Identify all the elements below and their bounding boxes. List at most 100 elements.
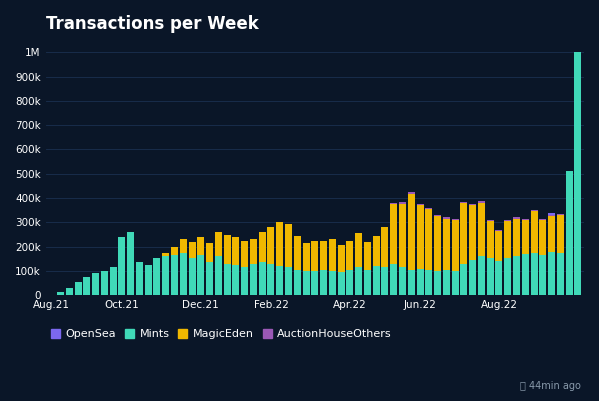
Bar <box>189 257 195 295</box>
Bar <box>548 213 555 215</box>
Bar <box>171 255 178 295</box>
Bar <box>434 215 441 216</box>
Bar <box>408 194 415 270</box>
Bar <box>495 231 503 261</box>
Text: Transactions per Week: Transactions per Week <box>46 15 258 33</box>
Bar <box>531 210 537 211</box>
Bar <box>434 271 441 295</box>
Bar <box>399 204 406 267</box>
Bar <box>461 203 467 264</box>
Bar <box>294 236 301 270</box>
Bar <box>197 237 204 255</box>
Bar <box>539 219 546 220</box>
Bar <box>513 217 520 219</box>
Bar <box>373 266 380 295</box>
Bar <box>145 265 152 295</box>
Bar <box>461 202 467 203</box>
Bar <box>136 262 143 295</box>
Bar <box>259 262 266 295</box>
Bar <box>119 237 125 295</box>
Bar <box>399 267 406 295</box>
Bar <box>469 204 476 205</box>
Bar <box>49 294 55 295</box>
Bar <box>382 267 389 295</box>
Bar <box>302 243 310 271</box>
Bar <box>241 241 248 267</box>
Bar <box>320 270 327 295</box>
Text: ⌛ 44min ago: ⌛ 44min ago <box>520 381 581 391</box>
Bar <box>364 270 371 295</box>
Bar <box>461 264 467 295</box>
Bar <box>522 254 529 295</box>
Bar <box>434 216 441 271</box>
Bar <box>197 255 204 295</box>
Bar <box>495 261 503 295</box>
Bar <box>425 208 432 209</box>
Bar <box>469 205 476 260</box>
Bar <box>338 272 344 295</box>
Bar <box>390 204 397 264</box>
Bar <box>495 230 503 231</box>
Bar <box>478 203 485 256</box>
Bar <box>110 267 117 295</box>
Bar <box>329 271 336 295</box>
Bar <box>443 270 450 295</box>
Bar <box>101 271 108 295</box>
Bar <box>452 220 459 271</box>
Bar <box>416 205 423 269</box>
Bar <box>180 253 187 295</box>
Bar <box>206 262 213 295</box>
Legend: OpenSea, Mints, MagicEden, AuctionHouseOthers: OpenSea, Mints, MagicEden, AuctionHouseO… <box>51 329 392 340</box>
Bar <box>127 232 134 295</box>
Bar <box>329 239 336 271</box>
Bar <box>557 215 564 253</box>
Bar <box>574 52 582 295</box>
Bar <box>486 221 494 257</box>
Bar <box>66 288 73 295</box>
Bar <box>557 253 564 295</box>
Bar <box>373 236 380 266</box>
Bar <box>285 267 292 295</box>
Bar <box>355 267 362 295</box>
Bar <box>320 241 327 270</box>
Bar <box>162 256 170 295</box>
Bar <box>522 219 529 220</box>
Bar <box>241 267 248 295</box>
Bar <box>189 242 195 257</box>
Bar <box>539 220 546 255</box>
Bar <box>92 273 99 295</box>
Bar <box>311 271 318 295</box>
Bar <box>302 271 310 295</box>
Bar <box>522 220 529 254</box>
Bar <box>346 241 353 270</box>
Bar <box>223 235 231 264</box>
Bar <box>443 217 450 219</box>
Bar <box>250 239 257 264</box>
Bar <box>285 224 292 267</box>
Bar <box>478 201 485 203</box>
Bar <box>425 270 432 295</box>
Bar <box>268 227 274 264</box>
Bar <box>452 219 459 220</box>
Bar <box>276 223 283 266</box>
Bar <box>504 221 511 257</box>
Bar <box>355 233 362 267</box>
Bar <box>408 192 415 194</box>
Bar <box>171 247 178 255</box>
Bar <box>382 227 389 267</box>
Bar <box>548 216 555 251</box>
Bar <box>443 219 450 270</box>
Bar <box>390 264 397 295</box>
Bar <box>232 265 240 295</box>
Bar <box>206 243 213 262</box>
Bar <box>531 253 537 295</box>
Bar <box>557 214 564 215</box>
Bar <box>338 245 344 272</box>
Bar <box>469 260 476 295</box>
Bar <box>311 241 318 271</box>
Bar <box>259 232 266 262</box>
Bar <box>478 256 485 295</box>
Bar <box>504 257 511 295</box>
Bar <box>180 239 187 253</box>
Bar <box>416 269 423 295</box>
